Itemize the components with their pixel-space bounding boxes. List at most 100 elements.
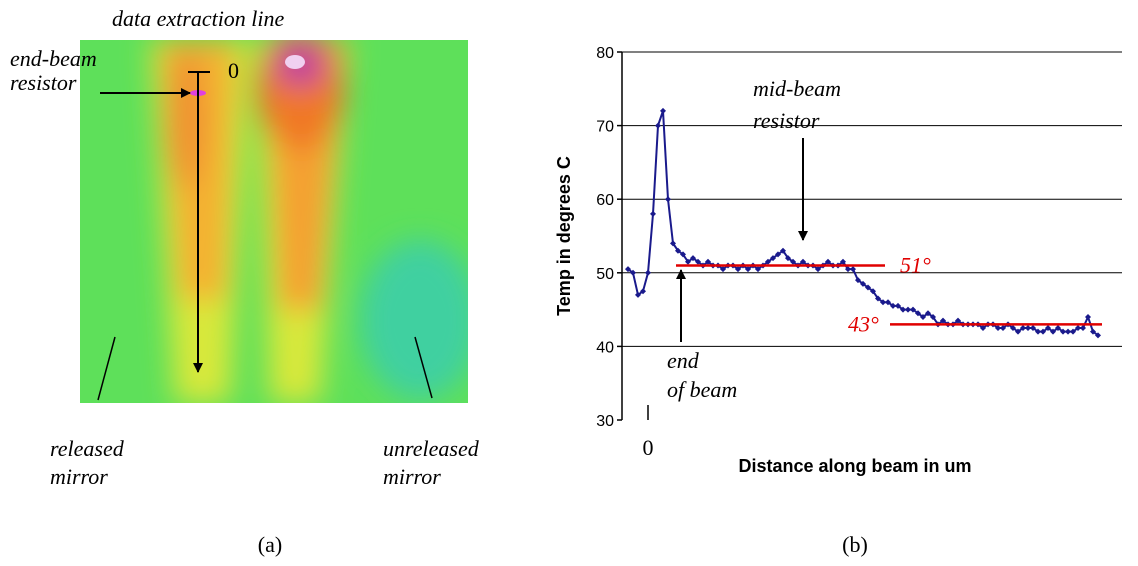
- x-tick-label: 0: [643, 435, 654, 460]
- data-point: [775, 251, 781, 258]
- data-point: [630, 269, 636, 276]
- data-point: [915, 310, 921, 317]
- data-point: [1085, 313, 1091, 320]
- data-point: [840, 258, 846, 265]
- data-point: [785, 255, 791, 262]
- y-tick-label: 60: [596, 192, 614, 209]
- label: end-beam: [10, 46, 97, 71]
- data-point: [705, 258, 711, 265]
- data-point: [720, 266, 726, 273]
- data-point: [860, 280, 866, 287]
- data-point: [1055, 325, 1061, 331]
- data-point: [675, 247, 681, 254]
- reference-label: 43°: [848, 311, 879, 336]
- thermal-image: [80, 40, 468, 403]
- data-point: [1090, 328, 1096, 335]
- y-tick-label: 70: [596, 119, 614, 136]
- caption: (b): [842, 532, 868, 557]
- data-point: [680, 251, 686, 258]
- data-point: [1025, 325, 1031, 331]
- reference-label: 51°: [900, 252, 931, 277]
- data-point: [1040, 328, 1046, 335]
- data-point: [645, 269, 651, 276]
- data-point: [660, 107, 666, 114]
- data-point: [695, 258, 701, 265]
- data-point: [905, 306, 911, 313]
- data-point: [815, 266, 821, 273]
- data-point: [1070, 328, 1076, 335]
- y-tick-label: 80: [596, 45, 614, 62]
- data-point: [900, 306, 906, 313]
- data-point: [875, 295, 881, 302]
- pointer: [414, 336, 433, 399]
- y-tick-label: 40: [596, 339, 614, 356]
- data-point: [910, 306, 916, 313]
- annotation: mid-beam: [753, 76, 841, 101]
- data-point: [1010, 325, 1016, 331]
- data-point: [1065, 328, 1071, 335]
- data-point: [1000, 325, 1006, 331]
- annotation: of beam: [667, 377, 737, 402]
- label: resistor: [10, 70, 77, 95]
- data-point: [940, 317, 946, 324]
- data-point: [625, 266, 631, 273]
- data-point: [885, 299, 891, 306]
- label: released: [50, 436, 125, 461]
- data-point: [955, 317, 961, 324]
- data-point: [1095, 332, 1101, 339]
- data-point: [1050, 328, 1056, 335]
- data-point: [800, 258, 806, 265]
- label: mirror: [383, 464, 441, 489]
- data-point: [870, 288, 876, 295]
- data-point: [770, 255, 776, 262]
- data-point: [690, 255, 696, 262]
- label: data extraction line: [112, 6, 285, 31]
- data-point: [1030, 325, 1036, 331]
- annotation: end: [667, 348, 700, 373]
- data-point: [635, 291, 641, 298]
- data-point: [1080, 325, 1086, 331]
- data-point: [745, 266, 751, 273]
- y-axis-label: Temp in degrees C: [554, 156, 574, 316]
- data-point: [1045, 325, 1051, 331]
- data-point: [930, 313, 936, 320]
- data-point: [825, 258, 831, 265]
- data-point: [670, 240, 676, 247]
- data-point: [880, 299, 886, 306]
- data-point: [1060, 328, 1066, 335]
- y-tick-label: 50: [596, 266, 614, 283]
- annotation: resistor: [753, 108, 820, 133]
- data-point: [925, 310, 931, 317]
- data-point: [640, 288, 646, 295]
- data-point: [1075, 325, 1081, 331]
- data-line: [627, 110, 1099, 337]
- data-point: [1015, 328, 1021, 335]
- data-point: [755, 266, 761, 273]
- data-point: [890, 302, 896, 309]
- data-point: [855, 277, 861, 284]
- data-point: [790, 258, 796, 265]
- data-point: [650, 210, 656, 217]
- label: unreleased: [383, 436, 480, 461]
- y-tick-label: 30: [596, 413, 614, 430]
- data-point: [780, 247, 786, 254]
- data-point: [895, 302, 901, 309]
- data-point: [735, 266, 741, 273]
- data-point: [980, 325, 986, 331]
- caption: (a): [258, 532, 282, 557]
- data-point: [765, 258, 771, 265]
- data-point: [1020, 325, 1026, 331]
- data-point: [845, 266, 851, 273]
- pointer: [97, 336, 116, 401]
- data-point: [995, 325, 1001, 331]
- data-point: [850, 266, 856, 273]
- label: 0: [228, 58, 239, 83]
- x-axis-label: Distance along beam in um: [738, 456, 971, 476]
- data-point: [685, 258, 691, 265]
- data-point: [665, 196, 671, 203]
- data-point: [920, 313, 926, 320]
- label: mirror: [50, 464, 108, 489]
- data-point: [865, 284, 871, 291]
- data-point: [1035, 328, 1041, 335]
